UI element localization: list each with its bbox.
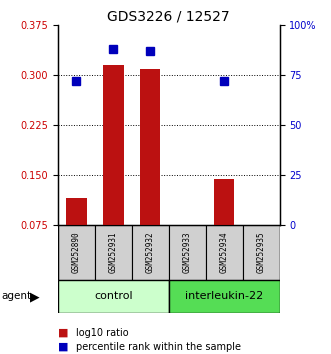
Text: GSM252932: GSM252932: [146, 232, 155, 273]
Text: interleukin-22: interleukin-22: [185, 291, 263, 302]
Bar: [132, 225, 169, 280]
Text: log10 ratio: log10 ratio: [76, 328, 129, 338]
Text: ▶: ▶: [30, 290, 40, 303]
Bar: [243, 225, 280, 280]
Bar: [66, 198, 87, 225]
Title: GDS3226 / 12527: GDS3226 / 12527: [108, 10, 230, 24]
Bar: [169, 280, 280, 313]
Bar: [103, 65, 123, 225]
Text: control: control: [94, 291, 133, 302]
Text: ■: ■: [58, 342, 69, 352]
Bar: [95, 225, 132, 280]
Text: ■: ■: [58, 328, 69, 338]
Text: GSM252934: GSM252934: [220, 232, 229, 273]
Text: GSM252890: GSM252890: [72, 232, 81, 273]
Text: GSM252931: GSM252931: [109, 232, 118, 273]
Bar: [58, 225, 95, 280]
Bar: [169, 225, 206, 280]
Bar: [140, 69, 161, 225]
Text: percentile rank within the sample: percentile rank within the sample: [76, 342, 241, 352]
Text: agent: agent: [2, 291, 32, 302]
Bar: [58, 280, 169, 313]
Bar: [206, 225, 243, 280]
Text: GSM252935: GSM252935: [257, 232, 266, 273]
Text: GSM252933: GSM252933: [183, 232, 192, 273]
Bar: [214, 179, 234, 225]
